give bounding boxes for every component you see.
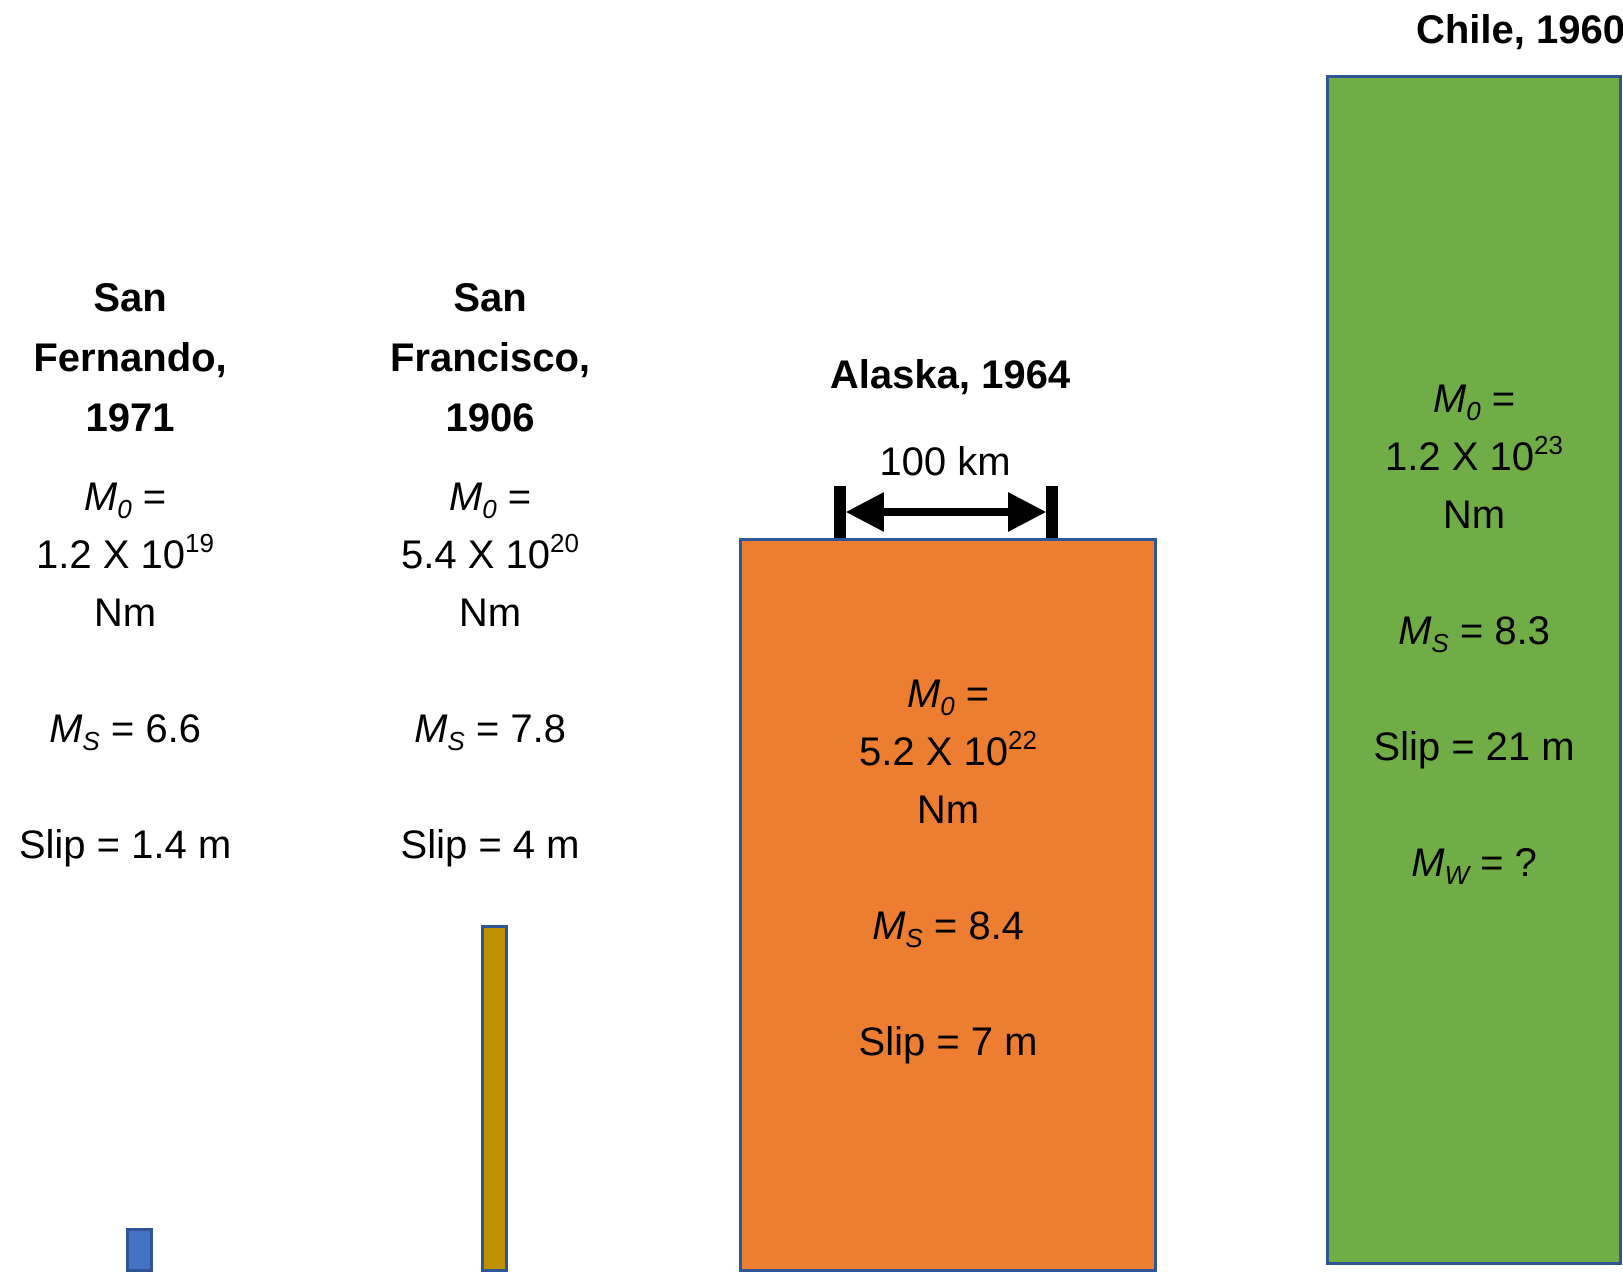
seismic-moment-value: 1.2 X 1019	[36, 528, 214, 577]
title-line: Francisco,	[389, 336, 591, 380]
seismic-moment-unit: Nm	[93, 591, 157, 635]
surface-magnitude: MS = 6.6	[49, 707, 201, 756]
title-alaska: Alaska, 1964	[800, 345, 1100, 405]
rupture-rect-san-francisco	[481, 925, 508, 1272]
surface-magnitude: MS = 8.3	[1398, 609, 1550, 658]
scale-bar-label: 100 km	[879, 440, 1011, 484]
seismic-moment-unit: Nm	[916, 788, 980, 832]
title-line: 1906	[445, 396, 535, 440]
seismic-moment-value: 1.2 X 1023	[1385, 430, 1563, 479]
seismic-moment-unit: Nm	[1442, 493, 1506, 537]
rupture-rect-alaska	[739, 538, 1157, 1272]
slip-value: Slip = 21 m	[1373, 725, 1575, 769]
title-line: 1971	[85, 396, 175, 440]
title-chile: Chile, 1960	[1325, 0, 1623, 60]
seismic-moment-label: M0 =	[448, 475, 532, 524]
seismic-moment-label: M0 =	[83, 475, 167, 524]
info-chile: M0 = 1.2 X 1023 Nm MS = 8.3 Slip = 21 m …	[1324, 370, 1623, 892]
info-san-fernando: M0 = 1.2 X 1019 Nm MS = 6.6 Slip = 1.4 m	[0, 468, 250, 874]
title-san-fernando: San Fernando, 1971	[20, 268, 240, 448]
title-line: Chile, 1960	[1415, 8, 1623, 52]
rupture-rect-chile	[1326, 75, 1622, 1265]
seismic-moment-label: M0 =	[906, 672, 990, 721]
surface-magnitude: MS = 7.8	[414, 707, 566, 756]
title-line: Fernando,	[33, 336, 227, 380]
title-line: San	[453, 276, 527, 320]
title-line: Alaska, 1964	[829, 353, 1071, 397]
slip-value: Slip = 4 m	[400, 823, 580, 867]
seismic-moment-value: 5.4 X 1020	[401, 528, 579, 577]
seismic-moment-unit: Nm	[458, 591, 522, 635]
title-san-francisco: San Francisco, 1906	[375, 268, 605, 448]
info-alaska: M0 = 5.2 X 1022 Nm MS = 8.4 Slip = 7 m	[798, 665, 1098, 1071]
seismic-moment-label: M0 =	[1432, 377, 1516, 426]
info-san-francisco: M0 = 5.4 X 1020 Nm MS = 7.8 Slip = 4 m	[365, 468, 615, 874]
seismic-moment-value: 5.2 X 1022	[859, 725, 1037, 774]
slip-value: Slip = 1.4 m	[18, 823, 232, 867]
scale-bar-arrow-icon	[834, 486, 1058, 538]
title-line: San	[93, 276, 167, 320]
surface-magnitude: MS = 8.4	[872, 904, 1024, 953]
slip-value: Slip = 7 m	[858, 1020, 1038, 1064]
rupture-rect-san-fernando	[126, 1228, 153, 1272]
moment-magnitude: MW = ?	[1411, 841, 1537, 890]
